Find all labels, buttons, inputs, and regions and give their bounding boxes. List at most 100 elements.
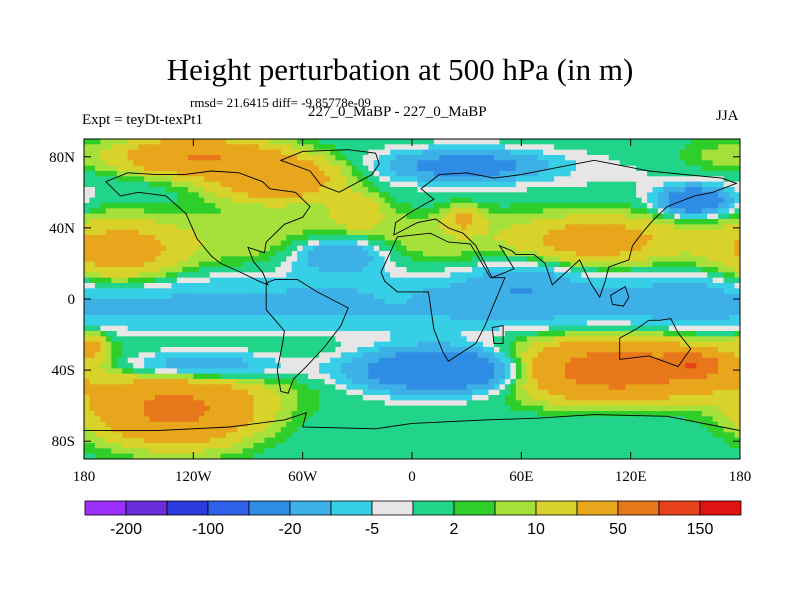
field-cell [204, 304, 211, 311]
field-cell [559, 213, 566, 220]
field-cell [340, 171, 347, 177]
field-cell [198, 235, 205, 241]
field-cell [597, 181, 604, 188]
field-cell [160, 293, 167, 300]
field-cell [466, 272, 473, 279]
field-cell [286, 331, 293, 337]
field-cell [729, 229, 736, 236]
field-cell [619, 245, 626, 252]
field-cell [663, 208, 670, 215]
field-cell [171, 352, 178, 359]
field-cell [521, 320, 528, 327]
field-cell [401, 347, 408, 353]
field-cell [182, 272, 189, 279]
field-cell [603, 160, 610, 167]
field-cell [280, 288, 287, 295]
field-cell [215, 235, 222, 241]
field-cell [521, 245, 528, 252]
field-cell [335, 341, 342, 348]
field-cell [630, 139, 637, 145]
field-cell [565, 352, 572, 359]
field-cell [237, 219, 244, 225]
field-cell [455, 139, 462, 145]
field-cell [308, 176, 315, 183]
field-cell [127, 155, 134, 161]
field-cell [537, 149, 544, 156]
field-cell [406, 272, 413, 279]
field-cell [619, 320, 626, 327]
field-cell [663, 187, 670, 193]
field-cell [641, 304, 648, 311]
field-cell [537, 165, 544, 172]
field-cell [313, 219, 320, 225]
field-cell [444, 347, 451, 353]
field-cell [477, 272, 484, 279]
field-cell [297, 219, 304, 225]
field-cell [499, 229, 506, 236]
field-cell [116, 357, 123, 364]
field-cell [357, 165, 364, 172]
field-cell [532, 283, 539, 289]
field-cell [433, 320, 440, 327]
field-cell [111, 299, 118, 305]
field-cell [679, 341, 686, 348]
field-cell [138, 357, 145, 364]
field-cell [581, 203, 588, 209]
field-cell [258, 240, 265, 247]
field-cell [625, 155, 632, 161]
field-cell [176, 240, 183, 247]
field-cell [111, 277, 118, 284]
field-cell [89, 336, 96, 343]
field-cell [668, 336, 675, 343]
field-cell [368, 272, 375, 279]
field-cell [242, 213, 249, 220]
field-cell [122, 283, 129, 289]
field-cell [166, 267, 172, 273]
field-cell [412, 187, 418, 193]
field-cell [619, 251, 626, 257]
field-cell [570, 176, 577, 183]
field-cell [155, 256, 162, 263]
field-cell [116, 320, 123, 327]
field-cell [504, 155, 511, 161]
field-cell [532, 256, 539, 263]
field-cell [494, 165, 500, 172]
field-cell [729, 203, 736, 209]
field-cell [422, 256, 429, 263]
field-cell [335, 309, 342, 316]
field-cell [171, 267, 178, 273]
field-cell [668, 283, 675, 289]
field-cell [461, 336, 468, 343]
field-cell [532, 176, 539, 183]
field-cell [209, 213, 216, 220]
field-cell [707, 192, 714, 199]
field-cell [166, 229, 172, 236]
field-cell [182, 336, 189, 343]
field-cell [466, 219, 473, 225]
field-cell [696, 176, 703, 183]
field-cell [499, 267, 506, 273]
field-cell [477, 341, 484, 348]
field-cell [242, 171, 249, 177]
field-cell [209, 331, 216, 337]
field-cell [362, 245, 369, 252]
field-cell [204, 203, 211, 209]
field-cell [84, 181, 90, 188]
field-cell [275, 288, 282, 295]
field-cell [258, 208, 265, 215]
field-cell [734, 176, 741, 183]
field-cell [122, 299, 129, 305]
field-cell [231, 171, 238, 177]
field-cell [461, 256, 468, 263]
field-cell [668, 176, 675, 183]
field-cell [373, 235, 380, 241]
field-cell [658, 149, 664, 156]
field-cell [619, 155, 626, 161]
field-cell [149, 160, 156, 167]
field-cell [264, 160, 271, 167]
field-cell [668, 149, 675, 156]
field-cell [543, 229, 550, 236]
field-cell [84, 315, 90, 321]
field-cell [105, 341, 112, 348]
field-cell [319, 208, 326, 215]
